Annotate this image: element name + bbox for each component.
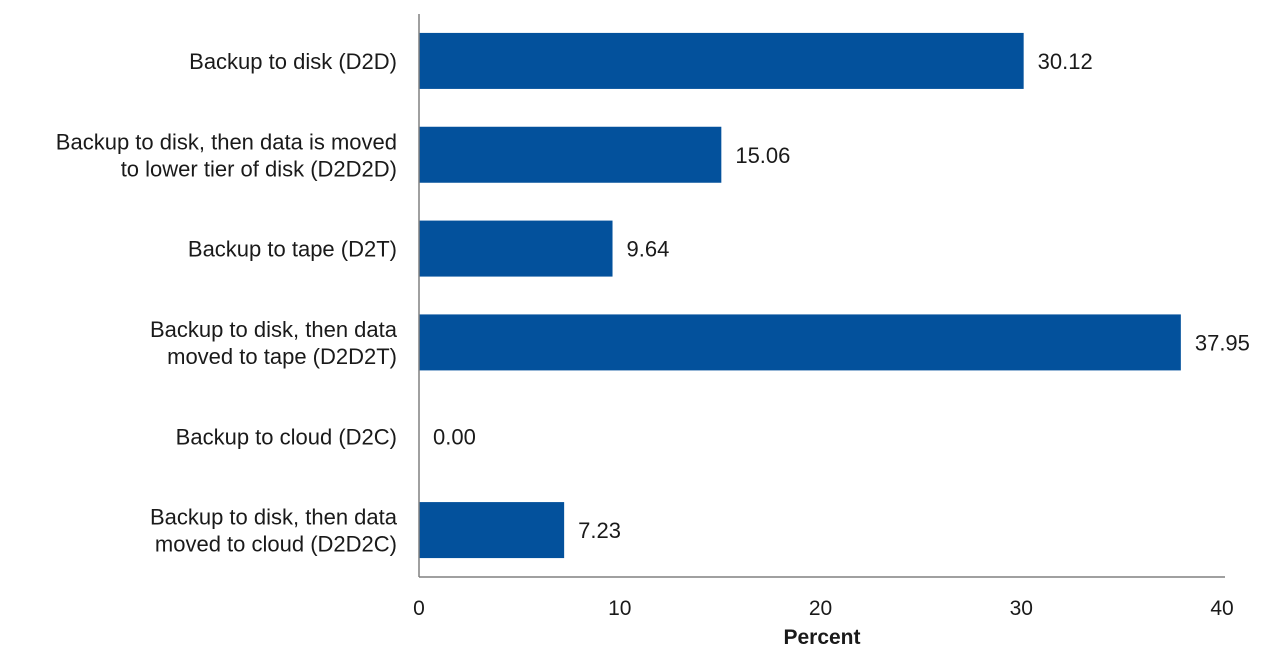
axes-layer xyxy=(418,14,1225,578)
category-labels: Backup to disk (D2D) Backup to disk, then… xyxy=(56,49,398,557)
x-tick-label: 20 xyxy=(809,597,832,620)
category-label: Backup to disk, then data xyxy=(150,317,398,342)
data-label: 37.95 xyxy=(1195,330,1250,355)
bar xyxy=(419,502,565,559)
x-tick-label: 10 xyxy=(608,597,631,620)
x-tick-label: 40 xyxy=(1210,597,1233,620)
x-tick-labels: 0 10 20 30 40 xyxy=(413,597,1234,620)
x-tick-label: 30 xyxy=(1010,597,1033,620)
category-label: Backup to disk, then data is moved xyxy=(56,129,397,154)
category-label: Backup to disk (D2D) xyxy=(189,49,397,74)
value-labels: 30.12 15.06 9.64 37.95 0.00 7.23 xyxy=(433,49,1250,543)
category-label: moved to cloud (D2D2C) xyxy=(155,532,397,557)
category-label: Backup to disk, then data xyxy=(150,505,398,530)
data-label: 30.12 xyxy=(1038,49,1093,74)
data-label: 7.23 xyxy=(578,518,621,543)
data-label: 0.00 xyxy=(433,424,476,449)
bars-layer xyxy=(419,32,1181,559)
data-label: 9.64 xyxy=(627,237,670,262)
bar xyxy=(419,32,1024,89)
bar xyxy=(419,314,1181,371)
category-label: Backup to tape (D2T) xyxy=(188,237,397,262)
data-label: 15.06 xyxy=(735,143,790,168)
category-label: Backup to cloud (D2C) xyxy=(176,424,397,449)
bar xyxy=(419,126,722,183)
bar xyxy=(419,220,613,277)
category-label: to lower tier of disk (D2D2D) xyxy=(121,156,397,181)
category-label: moved to tape (D2D2T) xyxy=(167,344,397,369)
x-axis-title: Percent xyxy=(783,626,860,649)
x-tick-label: 0 xyxy=(413,597,425,620)
